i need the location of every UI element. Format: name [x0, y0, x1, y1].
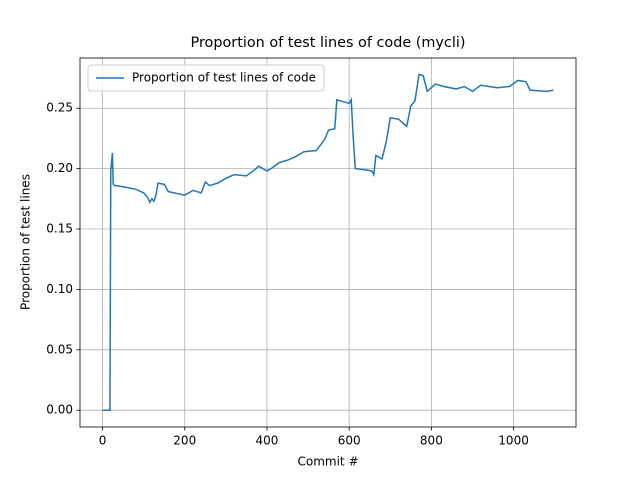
x-axis-label: Commit #	[297, 455, 358, 469]
y-tick-label: 0.20	[46, 161, 73, 175]
y-tick-label: 0.00	[46, 403, 73, 417]
legend-box	[87, 64, 325, 92]
y-tick-label: 0.25	[46, 101, 73, 115]
x-tick-label: 0	[99, 434, 107, 448]
x-tick-label: 400	[256, 434, 279, 448]
axes-frame	[79, 57, 577, 428]
x-tick-label: 600	[338, 434, 361, 448]
legend-label: Proportion of test lines of code	[132, 71, 316, 85]
x-tick-label: 200	[173, 434, 196, 448]
x-tick-label: 1000	[498, 434, 529, 448]
y-tick-label: 0.15	[46, 222, 73, 236]
plot-area	[80, 58, 576, 427]
chart-title: Proportion of test lines of code (mycli)	[191, 35, 466, 51]
y-tick-label: 0.10	[46, 282, 73, 296]
y-axis-label: Proportion of test lines	[19, 174, 33, 310]
x-tick-label: 800	[420, 434, 443, 448]
line-series	[102, 73, 554, 411]
y-tick-label: 0.05	[46, 342, 73, 356]
